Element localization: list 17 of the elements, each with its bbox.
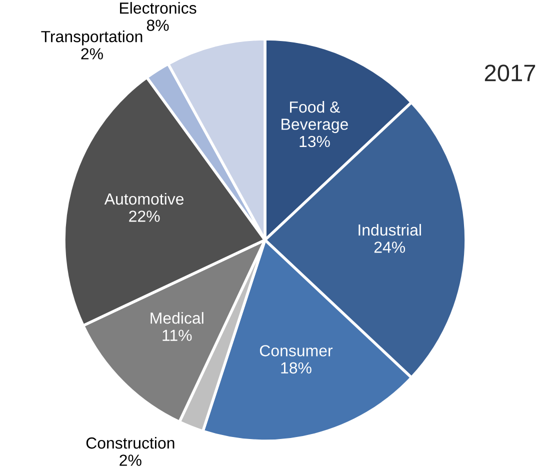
data-label: 11% — [162, 330, 192, 341]
slice-label: Automotive — [104, 192, 184, 205]
slice-label: Electronics — [120, 2, 196, 14]
slice-label: Food & Beverage — [282, 100, 348, 134]
data-label: 2% — [120, 454, 142, 466]
data-label: 24% — [374, 242, 406, 253]
text: 2017 — [484, 64, 536, 82]
data-label: 2% — [81, 48, 103, 60]
data-label: 22% — [129, 210, 160, 222]
slice-label: Medical — [150, 312, 204, 324]
data-label: 18% — [281, 362, 312, 374]
slice-label: Industrial — [358, 224, 421, 236]
data-label: 13% — [300, 136, 330, 148]
data-label: 8% — [146, 20, 169, 31]
slice-label: Transportation — [41, 30, 142, 46]
slice-label: Construction — [86, 436, 174, 449]
slice-label: Consumer — [260, 345, 333, 356]
